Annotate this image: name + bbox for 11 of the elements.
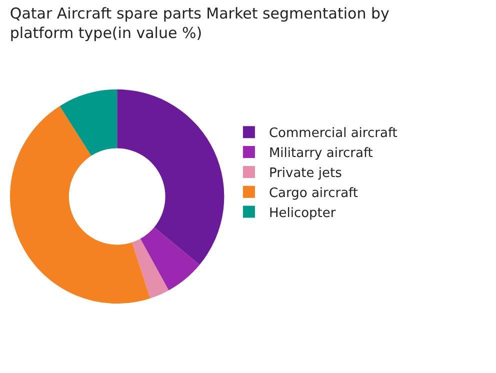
legend-label: Commercial aircraft xyxy=(268,126,398,142)
legend-label: Cargo aircraft xyxy=(268,186,358,201)
donut-slice xyxy=(60,89,118,156)
donut-slice xyxy=(132,238,169,298)
donut-slice xyxy=(117,89,224,265)
chart-title: Qatar Aircraft spare parts Market segmentation by platform type(in value %) xyxy=(10,4,390,42)
donut-slice xyxy=(140,227,200,290)
legend-label: Militarry aircraft xyxy=(268,146,373,162)
donut-slice xyxy=(10,106,150,304)
legend-label: Helicopter xyxy=(268,206,336,221)
legend-label: Private jets xyxy=(268,166,342,182)
